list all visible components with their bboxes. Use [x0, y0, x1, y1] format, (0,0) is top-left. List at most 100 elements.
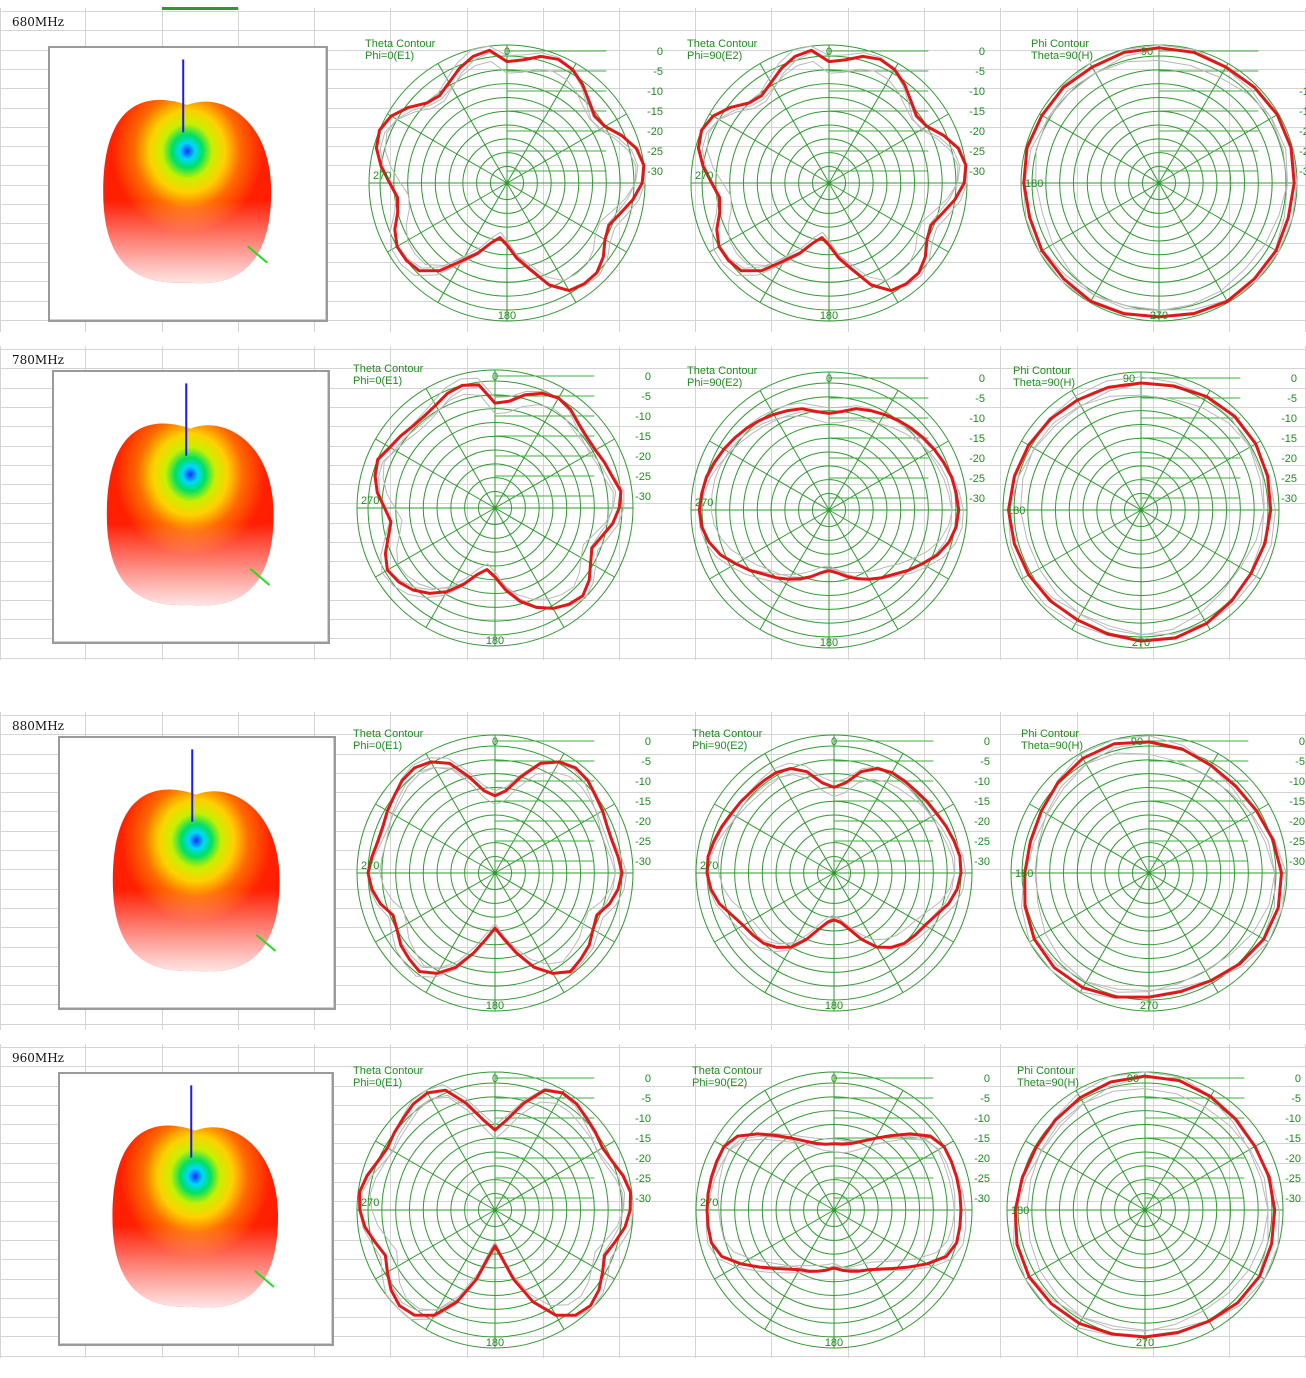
polar-spoke — [1089, 182, 1160, 303]
angle-label-left: 180 — [1025, 178, 1043, 190]
db-tick-label: -10 — [1289, 776, 1305, 788]
ghost-trace — [1009, 383, 1265, 635]
angle-label-left: 270 — [695, 497, 713, 509]
angle-label-top: 0 — [504, 46, 510, 58]
db-tick-label: -30 — [974, 856, 990, 868]
db-tick-label: -25 — [974, 1173, 990, 1185]
db-tick-label: -25 — [635, 836, 651, 848]
polar-pattern-plot: 0 -5 -10 -15 -20 -25 -30 0 270 180 Theta ContourPh… — [353, 363, 651, 647]
polar-spoke — [375, 1209, 496, 1280]
angle-label-left: 180 — [1011, 1205, 1029, 1217]
ghost-trace — [699, 407, 953, 581]
polar-spoke — [714, 1209, 835, 1280]
db-tick-label: -30 — [1299, 166, 1306, 178]
pattern-trace — [1023, 740, 1283, 999]
db-tick-label: -5 — [1287, 393, 1297, 405]
db-tick-label: -15 — [647, 106, 663, 118]
db-tick-label: -20 — [635, 451, 651, 463]
db-tick-label: -10 — [1285, 1113, 1301, 1125]
ghost-trace — [707, 1135, 956, 1272]
angle-label-top: 0 — [831, 736, 837, 748]
pattern-shading — [112, 1125, 279, 1308]
polar-spoke — [714, 872, 835, 943]
polar-spoke — [1039, 113, 1160, 184]
polar-spoke — [828, 509, 949, 580]
angle-label-left: 180 — [1015, 868, 1033, 880]
polar-spoke — [1158, 182, 1229, 303]
ghost-trace — [1024, 48, 1288, 311]
polar-spoke — [709, 182, 830, 253]
db-tick-label: -25 — [1281, 473, 1297, 485]
radiation-3d-pattern-image — [58, 1072, 334, 1346]
polar-spoke — [1029, 803, 1150, 874]
ghost-trace — [707, 767, 955, 949]
pattern-trace — [705, 1132, 963, 1273]
polar-spoke — [375, 803, 496, 874]
ghost-trace — [1015, 1076, 1269, 1331]
polar-spoke — [709, 440, 830, 511]
polar-spoke — [506, 182, 627, 253]
angle-label-bottom: 270 — [1132, 637, 1150, 649]
db-tick-label: -10 — [1299, 86, 1306, 98]
angle-label-bottom: 270 — [1140, 1000, 1158, 1012]
plot-subtitle: Theta=90(H) — [1031, 50, 1093, 62]
db-tick-label: -15 — [974, 1133, 990, 1145]
angle-label-left: 270 — [700, 860, 718, 872]
db-tick-label: -15 — [635, 796, 651, 808]
polar-spoke — [1029, 872, 1150, 943]
polar-spoke — [1144, 1090, 1215, 1211]
pattern-trace — [374, 48, 646, 293]
plot-title: Theta Contour — [353, 363, 424, 375]
db-tick-label: 0 — [1291, 373, 1297, 385]
db-tick-label: -25 — [1299, 146, 1306, 158]
polar-pattern-plot: 0 -5 -10 -15 -20 -25 -30 0 270 180 Theta ContourPh… — [687, 365, 985, 649]
ghost-trace — [701, 52, 959, 291]
db-tick-label: -20 — [647, 126, 663, 138]
plot-subtitle: Theta=90(H) — [1021, 740, 1083, 752]
db-tick-label: -25 — [635, 1173, 651, 1185]
db-tick-label: -10 — [974, 776, 990, 788]
db-tick-label: -15 — [635, 1133, 651, 1145]
plot-title: Phi Contour — [1017, 1065, 1075, 1077]
db-tick-label: -5 — [975, 393, 985, 405]
ghost-trace — [1035, 752, 1276, 993]
polar-spoke — [1158, 182, 1279, 253]
polar-spoke — [828, 63, 899, 184]
polar-spoke — [1140, 509, 1261, 580]
angle-label-top: 90 — [1127, 1073, 1139, 1085]
polar-spoke — [494, 872, 615, 943]
radiation-3d-pattern-graphic — [112, 1085, 279, 1308]
db-tick-label: -5 — [641, 756, 651, 768]
angle-label-bottom: 180 — [820, 637, 838, 649]
polar-spoke — [833, 872, 954, 943]
frequency-label: 680MHz — [9, 15, 67, 30]
polar-spoke — [1025, 1209, 1146, 1280]
pattern-trace — [358, 1088, 632, 1317]
polar-pattern-plot: 0 -5 -10 -15 -20 -25 -30 0 270 180 Theta ContourPh… — [687, 38, 985, 322]
polar-spoke — [375, 507, 496, 578]
polar-spoke — [1089, 63, 1160, 184]
ghost-trace — [1012, 1071, 1280, 1337]
pattern-shading — [106, 423, 274, 606]
ghost-trace — [368, 762, 616, 974]
plot-subtitle: Phi=90(E2) — [692, 740, 747, 752]
angle-label-left: 270 — [695, 170, 713, 182]
polar-spoke — [709, 509, 830, 580]
db-tick-label: -20 — [969, 453, 985, 465]
db-tick-label: -10 — [647, 86, 663, 98]
plot-subtitle: Phi=0(E1) — [365, 50, 414, 62]
plot-title: Theta Contour — [687, 365, 758, 377]
ghost-trace — [710, 415, 953, 578]
db-tick-label: -20 — [974, 816, 990, 828]
polar-spoke — [714, 803, 835, 874]
db-tick-label: 0 — [979, 373, 985, 385]
db-tick-label: -30 — [647, 166, 663, 178]
pattern-trace — [696, 48, 968, 293]
db-tick-label: -10 — [969, 86, 985, 98]
db-tick-label: -30 — [1285, 1193, 1301, 1205]
angle-label-top: 0 — [826, 373, 832, 385]
angle-label-left: 270 — [700, 1197, 718, 1209]
plot-subtitle: Theta=90(H) — [1017, 1077, 1079, 1089]
db-tick-label: -20 — [969, 126, 985, 138]
selected-tab-accent — [162, 7, 238, 10]
